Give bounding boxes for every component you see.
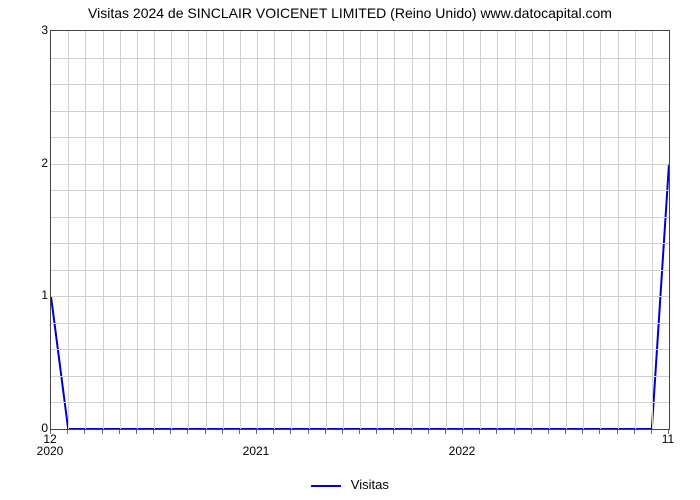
vgrid-line [566,31,567,429]
point-label: 12 [43,432,56,446]
plot-area [50,30,670,430]
vgrid-line [343,31,344,429]
vgrid-line [274,31,275,429]
vgrid-line [618,31,619,429]
vgrid-line [326,31,327,429]
vgrid-line [515,31,516,429]
x-minor-tick [342,430,343,434]
vgrid-line [412,31,413,429]
x-tick-label: 2021 [243,444,270,458]
vgrid-line [652,31,653,429]
x-minor-tick [205,430,206,434]
x-minor-tick [548,430,549,434]
vgrid-line [360,31,361,429]
x-minor-tick [67,430,68,434]
vgrid-line [429,31,430,429]
vgrid-line [497,31,498,429]
legend-label: Visitas [351,477,389,492]
y-tick-label: 1 [30,288,48,302]
vgrid-line [309,31,310,429]
x-minor-tick [102,430,103,434]
y-tick-label: 2 [30,156,48,170]
vgrid-line [68,31,69,429]
x-minor-tick [119,430,120,434]
x-minor-tick [308,430,309,434]
x-minor-tick [359,430,360,434]
vgrid-line [532,31,533,429]
chart-container: Visitas 2024 de SINCLAIR VOICENET LIMITE… [0,0,700,500]
vgrid-line [377,31,378,429]
x-minor-tick [187,430,188,434]
x-minor-tick [617,430,618,434]
vgrid-line [137,31,138,429]
x-minor-tick [462,430,463,434]
chart-title: Visitas 2024 de SINCLAIR VOICENET LIMITE… [0,5,700,21]
x-minor-tick [634,430,635,434]
x-minor-tick [514,430,515,434]
x-minor-tick [599,430,600,434]
x-minor-tick [582,430,583,434]
vgrid-line [549,31,550,429]
x-minor-tick [273,430,274,434]
chart-legend: Visitas [0,477,700,492]
x-minor-tick [84,430,85,434]
x-minor-tick [496,430,497,434]
x-minor-tick [290,430,291,434]
x-minor-tick [153,430,154,434]
vgrid-line [120,31,121,429]
x-minor-tick [565,430,566,434]
vgrid-line [635,31,636,429]
x-minor-tick [136,430,137,434]
x-minor-tick [376,430,377,434]
x-tick-label: 2022 [449,444,476,458]
x-minor-tick [170,430,171,434]
vgrid-line [171,31,172,429]
vgrid-line [154,31,155,429]
x-minor-tick [445,430,446,434]
vgrid-line [600,31,601,429]
y-tick-label: 3 [30,23,48,37]
vgrid-line [188,31,189,429]
vgrid-line [583,31,584,429]
vgrid-line [206,31,207,429]
x-minor-tick [531,430,532,434]
legend-swatch [311,485,341,487]
vgrid-line [257,31,258,429]
x-tick-label: 2020 [37,444,64,458]
vgrid-line [480,31,481,429]
vgrid-line [240,31,241,429]
x-minor-tick [239,430,240,434]
vgrid-line [394,31,395,429]
vgrid-line [463,31,464,429]
x-minor-tick [256,430,257,434]
x-minor-tick [393,430,394,434]
x-minor-tick [411,430,412,434]
x-minor-tick [479,430,480,434]
x-minor-tick [222,430,223,434]
vgrid-line [446,31,447,429]
point-label: 11 [662,432,674,446]
vgrid-line [85,31,86,429]
vgrid-line [223,31,224,429]
x-minor-tick [651,430,652,434]
x-minor-tick [428,430,429,434]
x-minor-tick [325,430,326,434]
vgrid-line [103,31,104,429]
vgrid-line [291,31,292,429]
